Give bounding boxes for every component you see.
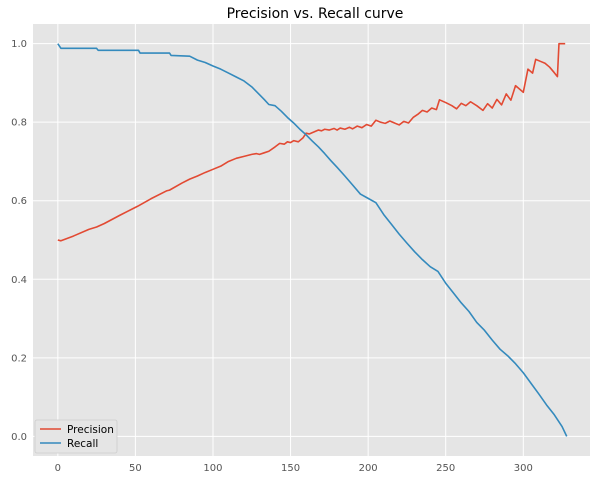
legend-recall-label: Recall [67, 438, 98, 450]
x-tick-label: 200 [359, 463, 378, 474]
chart-title: Precision vs. Recall curve [227, 6, 404, 22]
legend-precision-label: Precision [67, 424, 114, 436]
plot-area [33, 24, 590, 456]
x-tick-label: 150 [281, 463, 300, 474]
y-tick-label: 0.4 [11, 275, 27, 286]
x-tick-label: 50 [129, 463, 142, 474]
y-tick-label: 0.8 [11, 118, 27, 129]
x-tick-label: 100 [203, 463, 222, 474]
x-tick-label: 250 [436, 463, 455, 474]
y-tick-label: 0.0 [11, 432, 27, 443]
x-tick-label: 0 [55, 463, 61, 474]
y-tick-label: 0.6 [11, 196, 27, 207]
y-tick-label: 1.0 [11, 39, 27, 50]
legend: Precision Recall [35, 420, 117, 453]
x-tick-label: 300 [514, 463, 533, 474]
y-tick-label: 0.2 [11, 353, 27, 364]
